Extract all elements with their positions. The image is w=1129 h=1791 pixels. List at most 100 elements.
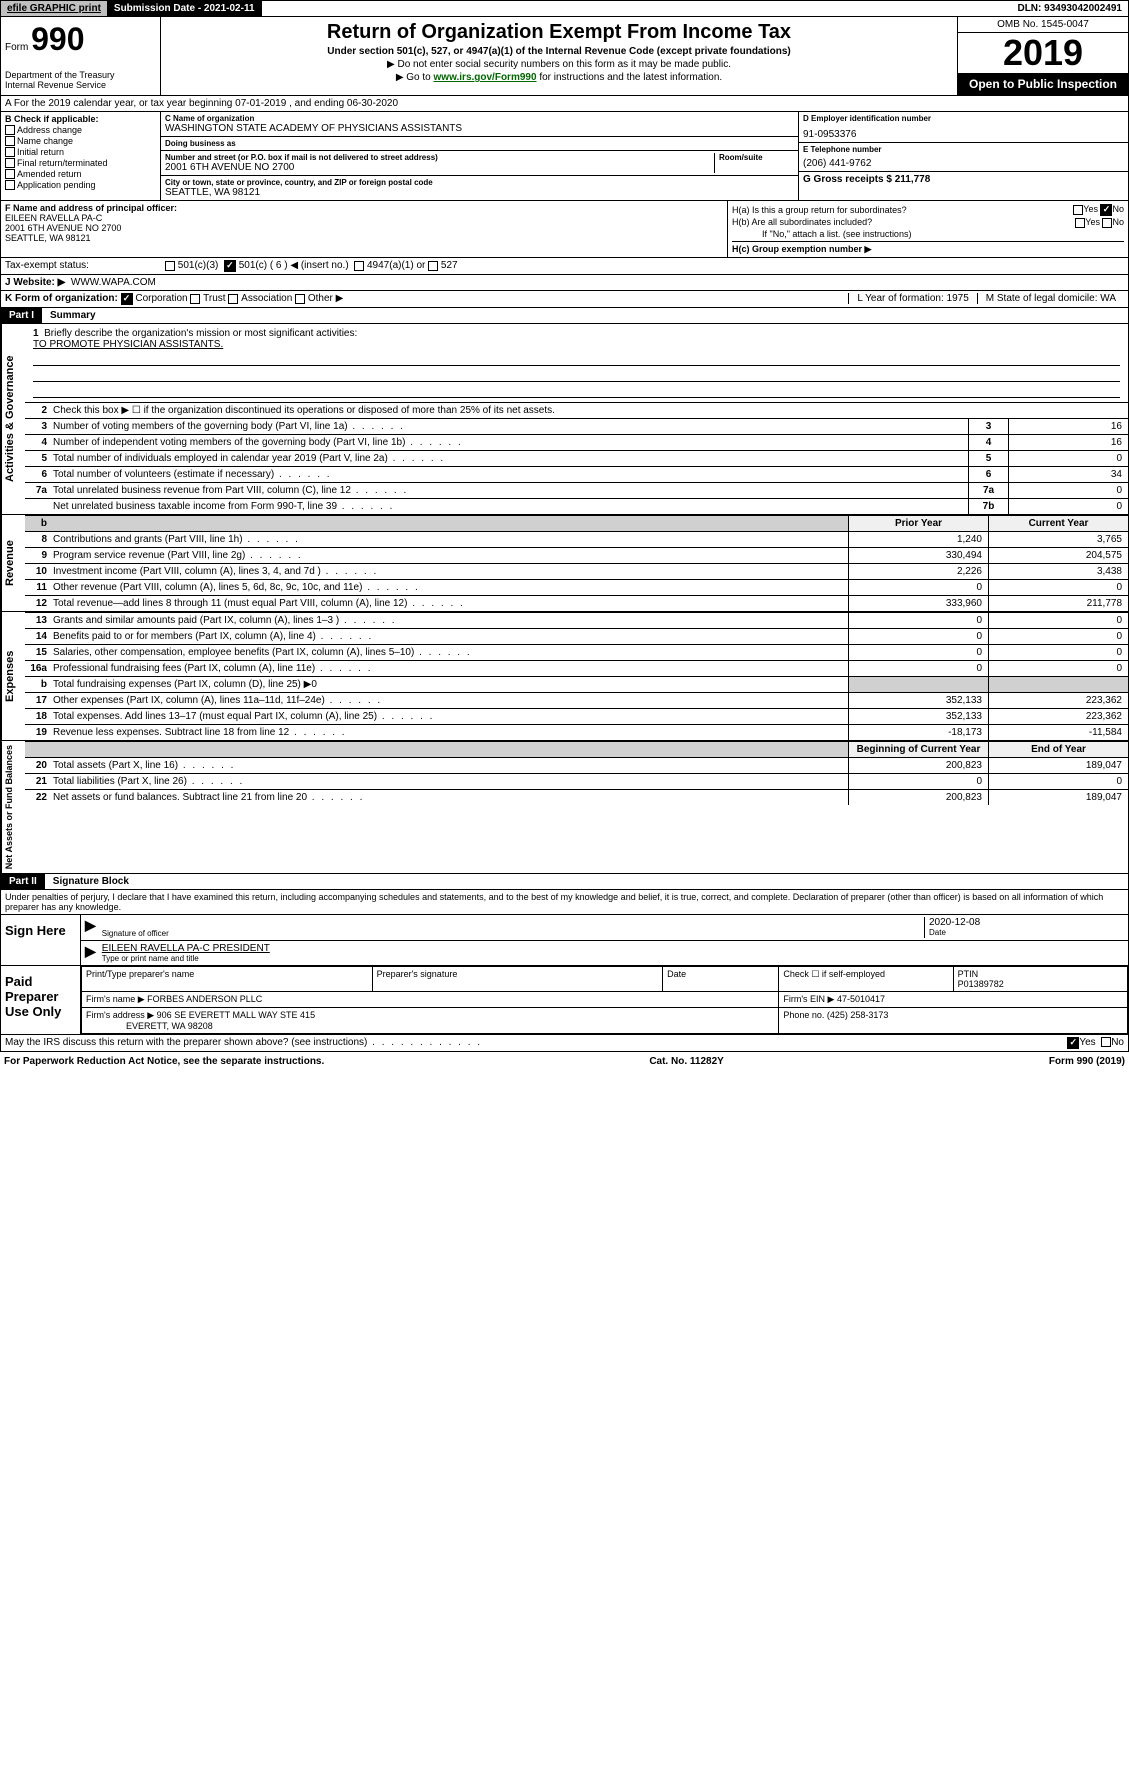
room-label: Room/suite xyxy=(719,153,794,162)
officer-city: SEATTLE, WA 98121 xyxy=(5,233,723,243)
chk-527[interactable] xyxy=(428,261,438,271)
checkbox-initial[interactable] xyxy=(5,147,15,157)
summary-row: 7aTotal unrelated business revenue from … xyxy=(25,482,1128,498)
ha-no[interactable]: ✓ xyxy=(1100,204,1112,216)
fin-row: 16aProfessional fundraising fees (Part I… xyxy=(25,660,1128,676)
chk-501c3[interactable] xyxy=(165,261,175,271)
prep-sig-label: Preparer's signature xyxy=(372,966,663,991)
chk-corp[interactable]: ✓ xyxy=(121,293,133,305)
ein-label: D Employer identification number xyxy=(803,114,1124,123)
sign-here: Sign Here xyxy=(1,915,81,965)
opt-corp: Corporation xyxy=(135,293,187,304)
opt-assoc: Association xyxy=(241,293,292,304)
officer-printed: EILEEN RAVELLA PA-C PRESIDENT xyxy=(102,943,1124,954)
officer-label: F Name and address of principal officer: xyxy=(5,203,723,213)
fin-row: 20Total assets (Part X, line 16)200,8231… xyxy=(25,757,1128,773)
firm-city: EVERETT, WA 98208 xyxy=(126,1021,213,1031)
fin-row: 8Contributions and grants (Part VIII, li… xyxy=(25,531,1128,547)
vert-ag: Activities & Governance xyxy=(1,324,25,514)
gross-receipts: G Gross receipts $ 211,778 xyxy=(803,174,930,185)
cat-no: Cat. No. 11282Y xyxy=(649,1056,723,1067)
mission: TO PROMOTE PHYSICIAN ASSISTANTS. xyxy=(33,339,223,350)
firm-addr-label: Firm's address ▶ xyxy=(86,1010,154,1020)
firm-ein: Firm's EIN ▶ 47-5010417 xyxy=(779,991,1128,1007)
k-label: K Form of organization: xyxy=(5,293,118,304)
chk-assoc[interactable] xyxy=(228,294,238,304)
summary-row: Net unrelated business taxable income fr… xyxy=(25,498,1128,514)
website-label: J Website: ▶ xyxy=(5,277,65,288)
opt-pending: Application pending xyxy=(17,180,96,190)
end-year-head: End of Year xyxy=(988,742,1128,757)
begin-year-head: Beginning of Current Year xyxy=(848,742,988,757)
ha-yes[interactable] xyxy=(1073,205,1083,215)
hb-label: H(b) Are all subordinates included? xyxy=(732,217,872,227)
opt-name: Name change xyxy=(17,136,73,146)
part1-header: Part I Summary xyxy=(0,308,1129,324)
officer-addr: 2001 6TH AVENUE NO 2700 xyxy=(5,223,723,233)
department: Department of the Treasury Internal Reve… xyxy=(5,70,156,90)
arrow-icon: ▶ xyxy=(85,917,96,938)
q1: Briefly describe the organization's miss… xyxy=(44,328,357,339)
fin-row: bTotal fundraising expenses (Part IX, co… xyxy=(25,676,1128,692)
discuss-row: May the IRS discuss this return with the… xyxy=(0,1035,1129,1052)
chk-trust[interactable] xyxy=(190,294,200,304)
efile-link[interactable]: efile GRAPHIC print xyxy=(1,1,108,16)
summary-row: 3Number of voting members of the governi… xyxy=(25,418,1128,434)
website-url: WWW.WAPA.COM xyxy=(71,277,156,288)
chk-other[interactable] xyxy=(295,294,305,304)
fin-row: 18Total expenses. Add lines 13–17 (must … xyxy=(25,708,1128,724)
fin-row: 12Total revenue—add lines 8 through 11 (… xyxy=(25,595,1128,611)
fin-row: 14Benefits paid to or for members (Part … xyxy=(25,628,1128,644)
sig-officer-label: Signature of officer xyxy=(102,929,924,938)
state-domicile: M State of legal domicile: WA xyxy=(977,293,1124,304)
opt-trust: Trust xyxy=(203,293,225,304)
sig-date: 2020-12-08 xyxy=(929,917,1124,928)
fgh-row: F Name and address of principal officer:… xyxy=(0,201,1129,258)
firm-name: FORBES ANDERSON PLLC xyxy=(147,994,262,1004)
col-b-label: B Check if applicable: xyxy=(5,114,156,124)
instructions-link[interactable]: www.irs.gov/Form990 xyxy=(434,72,537,83)
col-b: B Check if applicable: Address change Na… xyxy=(1,112,161,200)
omb-number: OMB No. 1545-0047 xyxy=(958,17,1128,33)
fin-row: 22Net assets or fund balances. Subtract … xyxy=(25,789,1128,805)
instr-2: ▶ Go to www.irs.gov/Form990 for instruct… xyxy=(165,72,953,83)
city-state-zip: SEATTLE, WA 98121 xyxy=(165,187,794,198)
hb-yes[interactable] xyxy=(1075,218,1085,228)
col-c: C Name of organization WASHINGTON STATE … xyxy=(161,112,798,200)
fin-row: 9Program service revenue (Part VIII, lin… xyxy=(25,547,1128,563)
ein: 91-0953376 xyxy=(803,129,1124,140)
checkbox-address[interactable] xyxy=(5,125,15,135)
form-label: Form xyxy=(5,42,28,53)
part1-label: Part I xyxy=(1,308,42,323)
fin-row: 13Grants and similar amounts paid (Part … xyxy=(25,612,1128,628)
phone: (206) 441-9762 xyxy=(803,158,1124,169)
chk-501c[interactable]: ✓ xyxy=(224,260,236,272)
discuss-no[interactable] xyxy=(1101,1037,1111,1047)
open-public: Open to Public Inspection xyxy=(958,73,1128,95)
checkbox-pending[interactable] xyxy=(5,180,15,190)
checkbox-name[interactable] xyxy=(5,136,15,146)
summary-row: 5Total number of individuals employed in… xyxy=(25,450,1128,466)
city-label: City or town, state or province, country… xyxy=(165,178,794,187)
opt-initial: Initial return xyxy=(17,147,64,157)
checkbox-final[interactable] xyxy=(5,158,15,168)
header-left: Form 990 Department of the Treasury Inte… xyxy=(1,17,161,95)
checkbox-amended[interactable] xyxy=(5,169,15,179)
col-f: F Name and address of principal officer:… xyxy=(1,201,728,257)
vert-exp: Expenses xyxy=(1,612,25,740)
footer: For Paperwork Reduction Act Notice, see … xyxy=(0,1052,1129,1071)
q2: Check this box ▶ ☐ if the organization d… xyxy=(49,403,1128,418)
col-right: D Employer identification number 91-0953… xyxy=(798,112,1128,200)
opt-other: Other ▶ xyxy=(308,293,343,304)
part2-title: Signature Block xyxy=(45,874,137,889)
chk-4947[interactable] xyxy=(354,261,364,271)
opt-527: 527 xyxy=(441,260,458,271)
hb-no[interactable] xyxy=(1102,218,1112,228)
prior-year-head: Prior Year xyxy=(848,516,988,531)
opt-amended: Amended return xyxy=(17,169,82,179)
discuss-yes[interactable]: ✓ xyxy=(1067,1037,1079,1049)
summary-row: 4Number of independent voting members of… xyxy=(25,434,1128,450)
type-name-label: Type or print name and title xyxy=(102,954,1124,963)
dba-label: Doing business as xyxy=(165,139,794,148)
fin-row: 21Total liabilities (Part X, line 26)00 xyxy=(25,773,1128,789)
